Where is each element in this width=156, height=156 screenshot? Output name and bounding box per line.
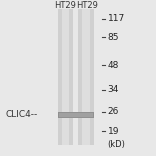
Text: HT29: HT29	[76, 1, 98, 10]
Bar	[82, 9, 90, 145]
Bar	[58, 113, 93, 117]
Text: 85: 85	[108, 33, 119, 42]
Text: 117: 117	[108, 14, 125, 23]
Bar	[78, 9, 94, 145]
Text: HT29: HT29	[55, 1, 76, 10]
Text: CLIC4--: CLIC4--	[5, 110, 38, 119]
Text: 26: 26	[108, 107, 119, 116]
Text: (kD): (kD)	[108, 140, 126, 149]
Text: 34: 34	[108, 85, 119, 95]
Bar	[73, 9, 78, 145]
Bar	[62, 9, 69, 145]
Text: 19: 19	[108, 127, 119, 136]
Text: 48: 48	[108, 61, 119, 70]
Bar	[58, 9, 73, 145]
Bar	[58, 112, 94, 118]
